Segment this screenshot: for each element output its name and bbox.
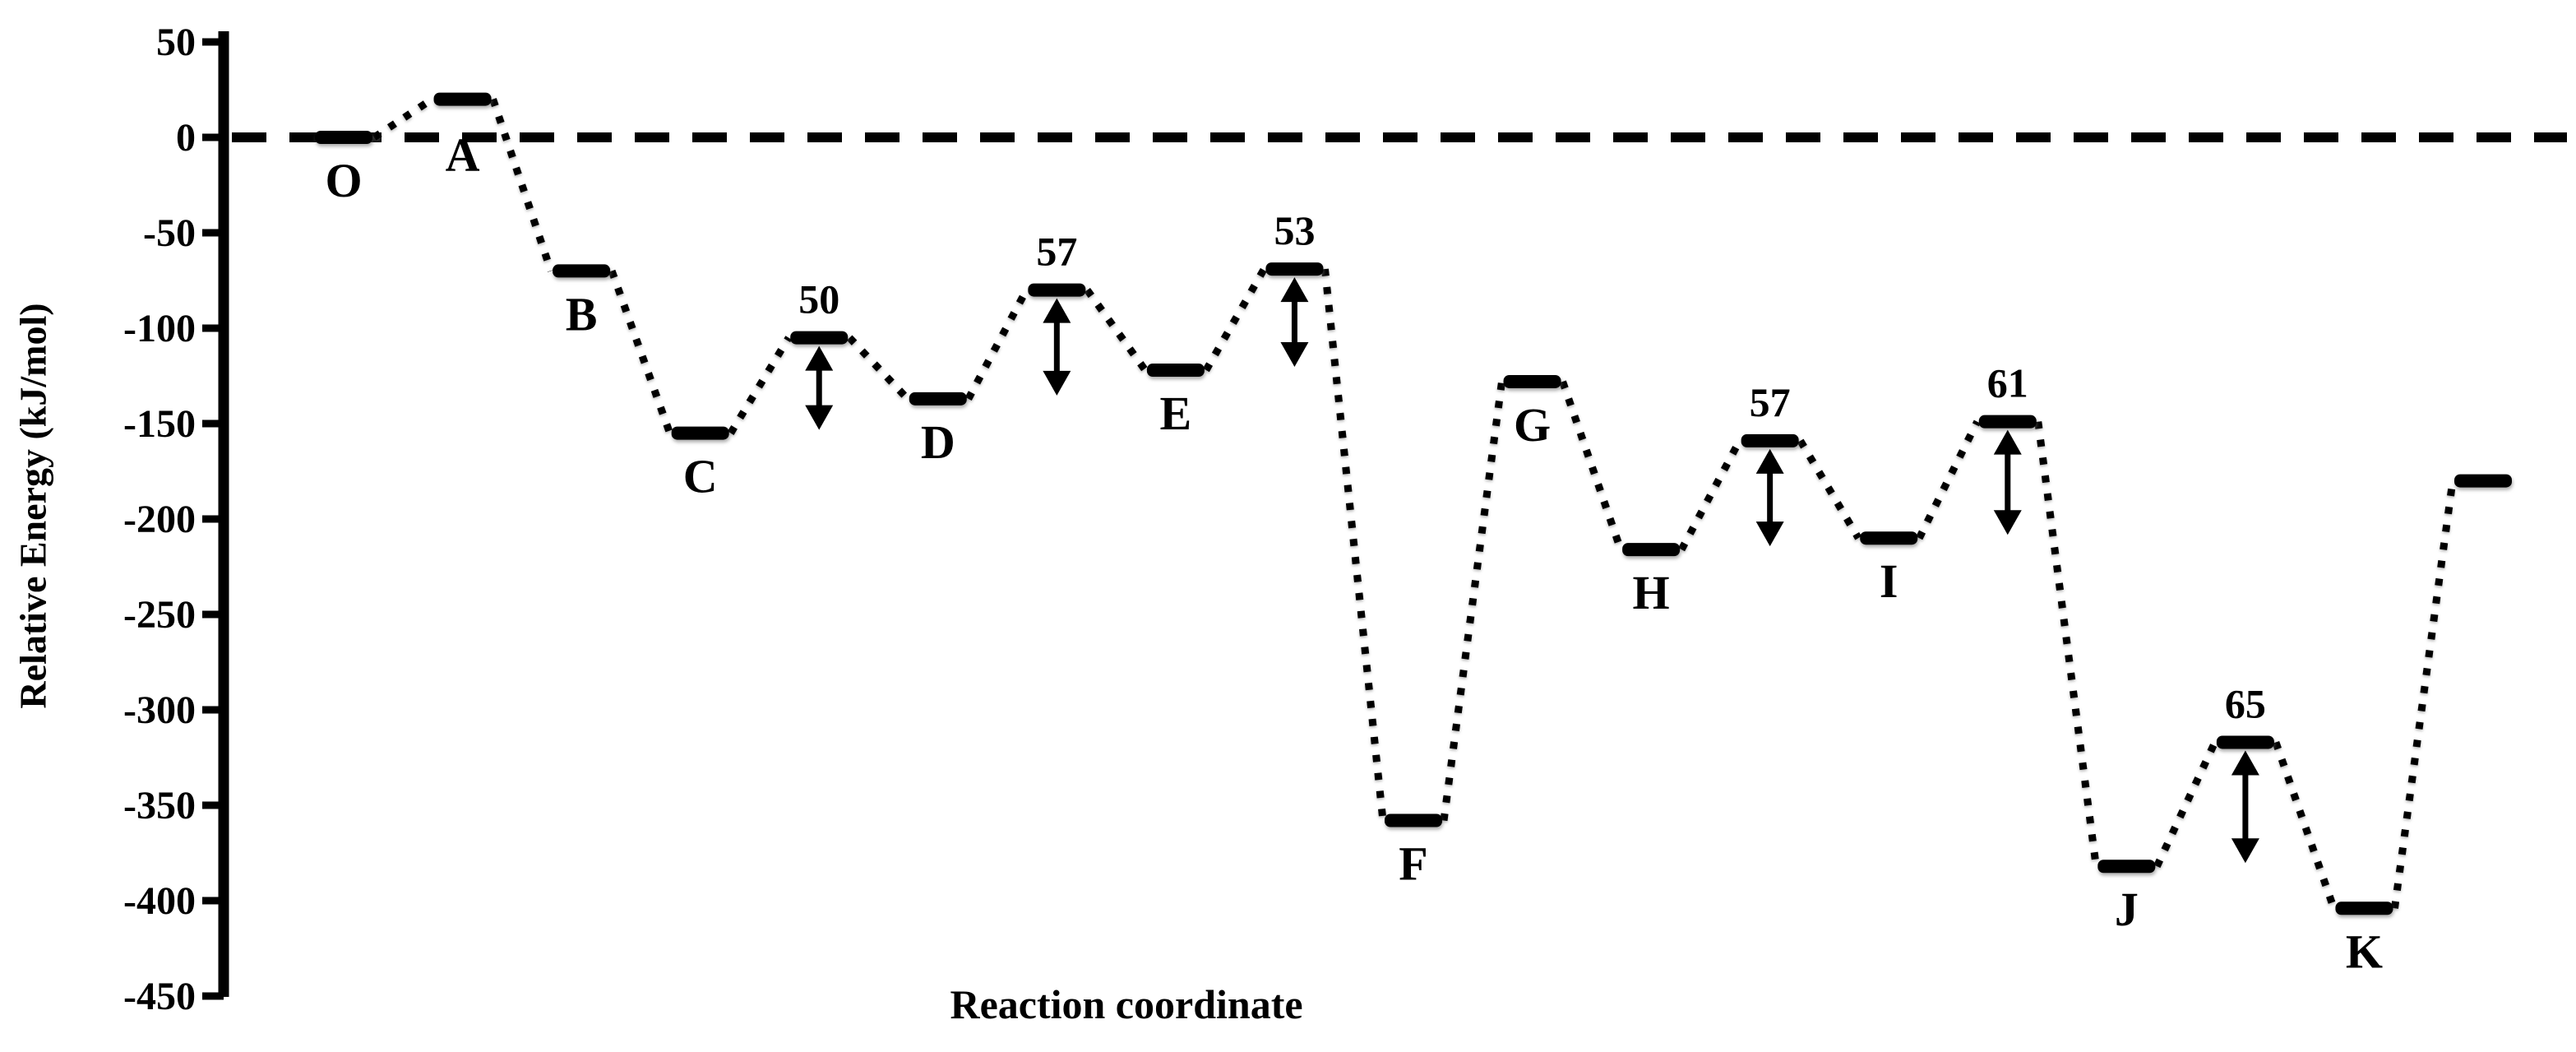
connector-F-G xyxy=(1440,381,1506,822)
state-D-platform xyxy=(909,392,967,406)
barrier-label-TS4: 57 xyxy=(1750,379,1791,425)
y-tick-label--50: -50 xyxy=(143,211,196,255)
barrier-TS3-platform xyxy=(1265,262,1324,276)
connector-G-H xyxy=(1559,380,1625,551)
state-label-F: F xyxy=(1399,837,1427,891)
connector-B-C xyxy=(608,269,673,435)
barrier-arrow-TS1 xyxy=(805,345,834,430)
state-H-platform xyxy=(1622,543,1681,557)
connector-A-B xyxy=(489,98,555,272)
state-J-platform xyxy=(2097,860,2156,874)
state-A-platform xyxy=(433,92,492,106)
y-tick-label--400: -400 xyxy=(123,879,196,923)
state-label-B: B xyxy=(566,287,598,341)
state-E-platform xyxy=(1146,364,1205,378)
state-label-O: O xyxy=(325,154,362,207)
connector-TS6-K xyxy=(2272,740,2338,910)
barrier-arrow-TS3 xyxy=(1280,277,1309,368)
y-tick-label--300: -300 xyxy=(123,688,196,732)
barrier-TS4-platform xyxy=(1741,433,1799,447)
state-P-platform xyxy=(2454,474,2512,488)
y-tick-label--250: -250 xyxy=(123,593,196,637)
y-tick-label--450: -450 xyxy=(123,975,196,1018)
state-label-I: I xyxy=(1880,554,1898,608)
state-K-platform xyxy=(2335,901,2393,915)
barrier-arrow-TS2 xyxy=(1043,298,1071,396)
connector-C-TS1 xyxy=(727,336,793,435)
state-label-D: D xyxy=(921,415,955,469)
state-label-G: G xyxy=(1514,398,1551,452)
barrier-arrow-TS4 xyxy=(1755,448,1784,547)
y-tick-label-50: 50 xyxy=(156,21,196,64)
barrier-label-TS5: 61 xyxy=(1987,360,2028,406)
barrier-label-TS1: 50 xyxy=(798,276,839,322)
barrier-TS5-platform xyxy=(1978,415,2037,429)
y-tick-label--150: -150 xyxy=(123,402,196,446)
state-label-J: J xyxy=(2115,883,2139,936)
barrier-arrow-TS6 xyxy=(2231,750,2259,864)
barrier-TS2-platform xyxy=(1028,283,1086,297)
connector-J-TS6 xyxy=(2153,740,2218,869)
state-label-C: C xyxy=(683,450,718,503)
connector-K-P xyxy=(2390,480,2457,909)
connector-TS4-I xyxy=(1797,438,1862,540)
state-C-platform xyxy=(671,426,729,440)
y-tick-label--200: -200 xyxy=(123,498,196,541)
state-I-platform xyxy=(1860,531,1918,545)
x-axis-title: Reaction coordinate xyxy=(950,981,1303,1027)
state-label-K: K xyxy=(2346,925,2383,978)
connector-TS2-E xyxy=(1084,287,1149,373)
connector-TS1-D xyxy=(846,335,911,401)
state-label-E: E xyxy=(1160,387,1192,440)
barrier-label-TS3: 53 xyxy=(1274,207,1315,253)
state-label-H: H xyxy=(1633,566,1670,619)
state-F-platform xyxy=(1385,813,1442,827)
connector-O-A xyxy=(372,95,435,141)
barrier-TS1-platform xyxy=(790,331,849,345)
connector-TS5-J xyxy=(2034,421,2100,867)
connector-D-TS2 xyxy=(964,288,1030,401)
y-tick-label-0: 0 xyxy=(176,116,196,160)
state-O-platform xyxy=(315,131,372,144)
connector-I-TS5 xyxy=(1916,419,1981,540)
y-tick-label--100: -100 xyxy=(123,307,196,350)
state-G-platform xyxy=(1503,374,1561,388)
connector-TS3-F xyxy=(1320,268,1387,822)
barrier-label-TS2: 57 xyxy=(1036,229,1077,275)
barrier-label-TS6: 65 xyxy=(2225,680,2266,726)
barrier-arrow-TS5 xyxy=(1993,429,2022,535)
y-tick-label--350: -350 xyxy=(123,784,196,827)
barrier-TS6-platform xyxy=(2216,735,2274,749)
state-label-A: A xyxy=(446,128,480,182)
state-B-platform xyxy=(553,264,611,278)
connector-H-TS4 xyxy=(1678,438,1743,552)
connector-E-TS3 xyxy=(1202,266,1268,373)
